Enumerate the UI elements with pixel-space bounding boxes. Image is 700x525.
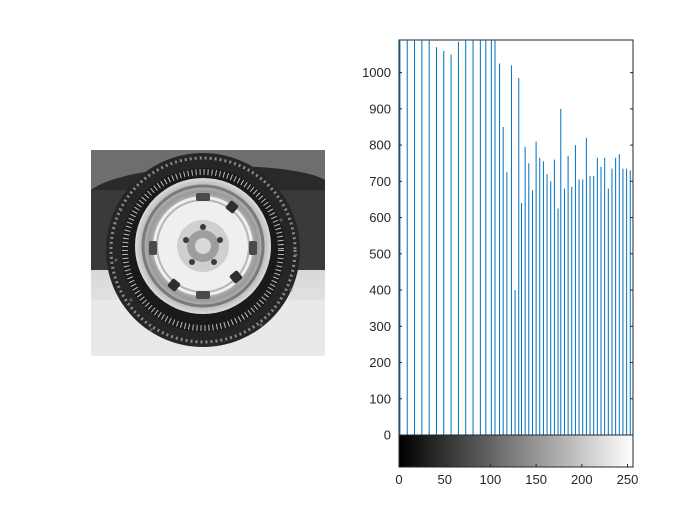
plot-area (399, 40, 633, 435)
y-tick-label: 100 (369, 391, 391, 406)
y-tick-label: 400 (369, 283, 391, 298)
x-tick-label: 50 (437, 472, 451, 487)
y-tick-label: 800 (369, 138, 391, 153)
y-tick-label: 300 (369, 319, 391, 334)
y-tick-label: 0 (384, 428, 391, 443)
y-tick-label: 900 (369, 101, 391, 116)
y-tick-label: 1000 (362, 65, 391, 80)
y-tick-label: 700 (369, 174, 391, 189)
x-tick-label: 100 (480, 472, 502, 487)
y-tick-label: 200 (369, 355, 391, 370)
x-tick-label: 0 (395, 472, 402, 487)
grayscale-colorbar (399, 435, 633, 467)
x-tick-label: 200 (571, 472, 593, 487)
y-tick-label: 600 (369, 210, 391, 225)
y-tick-label: 500 (369, 246, 391, 261)
x-tick-label: 250 (617, 472, 639, 487)
x-tick-label: 150 (525, 472, 547, 487)
